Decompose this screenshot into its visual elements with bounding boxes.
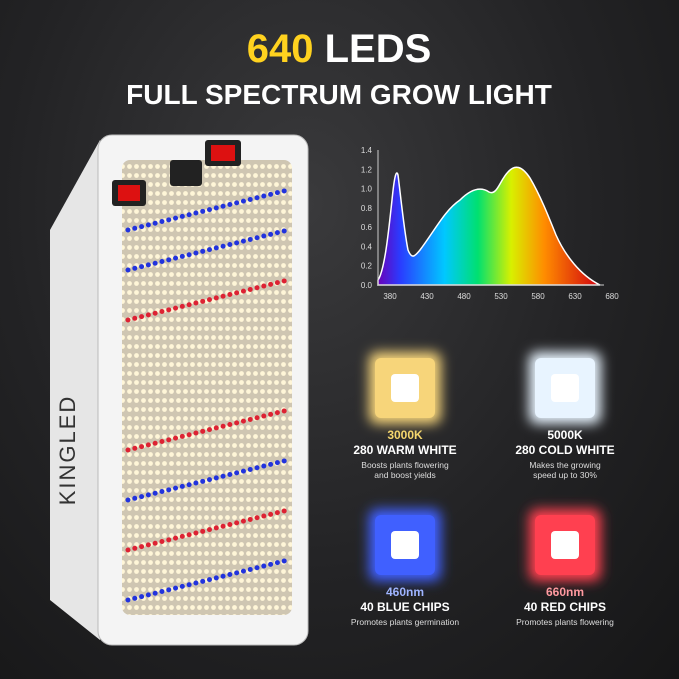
x-tick-label: 480	[457, 292, 471, 301]
chip-core	[391, 531, 419, 559]
title-text: LEDS	[325, 27, 432, 71]
feature-description: Boosts plants flowering	[361, 460, 449, 470]
ticks: 0.0 0.2 0.4 0.6 0.8 1.0 1.2 1.4 380 430 480 530 580 6…	[361, 146, 619, 301]
feature-spec: 3000K	[387, 428, 423, 442]
feature-description: Promotes plants germination	[351, 617, 459, 627]
switch-button	[211, 145, 235, 161]
y-tick-label: 1.0	[361, 185, 373, 194]
switch-button	[118, 185, 140, 201]
y-tick-label: 1.2	[361, 165, 373, 174]
x-tick-label: 380	[383, 292, 397, 301]
feature-spec: 460nm	[386, 585, 424, 599]
spectrum-curve	[377, 166, 601, 286]
led-row	[125, 557, 291, 603]
panel-side	[50, 140, 100, 640]
led-row	[125, 187, 291, 233]
chip-core	[551, 531, 579, 559]
feature-spec: 5000K	[547, 428, 583, 442]
x-tick-label: 680	[605, 292, 619, 301]
y-tick-label: 1.4	[361, 146, 373, 155]
title: 640 LEDS	[247, 27, 432, 71]
x-tick-label: 530	[494, 292, 508, 301]
x-tick-label: 630	[568, 292, 582, 301]
y-tick-label: 0.8	[361, 204, 373, 213]
feature-spec: 660nm	[546, 585, 584, 599]
feature-description: and boost yields	[374, 470, 435, 480]
led-row	[125, 507, 291, 553]
led-rows	[125, 187, 291, 603]
x-tick-label: 430	[420, 292, 434, 301]
y-tick-label: 0.6	[361, 223, 373, 232]
subtitle: FULL SPECTRUM GROW LIGHT	[126, 79, 552, 110]
y-tick-label: 0.4	[361, 242, 373, 251]
spectrum-chart: 0.0 0.2 0.4 0.6 0.8 1.0 1.2 1.4 380 430 480 530 580 6…	[361, 146, 619, 301]
y-tick-label: 0.0	[361, 281, 373, 290]
feature-name: 40 BLUE CHIPS	[360, 600, 449, 614]
feature-description: Promotes plants flowering	[516, 617, 614, 627]
feature-description: Makes the growing	[529, 460, 601, 470]
feature-description: speed up to 30%	[533, 470, 597, 480]
y-tick-label: 0.2	[361, 262, 373, 271]
led-array	[122, 160, 292, 615]
led-row	[125, 277, 291, 323]
x-tick-label: 580	[531, 292, 545, 301]
feature-name: 280 COLD WHITE	[515, 443, 614, 457]
led-row	[125, 407, 291, 453]
brand: KINGLED	[55, 395, 80, 506]
feature-name: 40 RED CHIPS	[524, 600, 606, 614]
chip-core	[551, 374, 579, 402]
grow-light: KINGLED	[50, 134, 309, 646]
title-number: 640	[247, 27, 314, 71]
led-row	[125, 457, 291, 503]
power-socket	[170, 160, 202, 186]
feature-name: 280 WARM WHITE	[353, 443, 456, 457]
chip-core	[391, 374, 419, 402]
led-row	[125, 227, 291, 273]
